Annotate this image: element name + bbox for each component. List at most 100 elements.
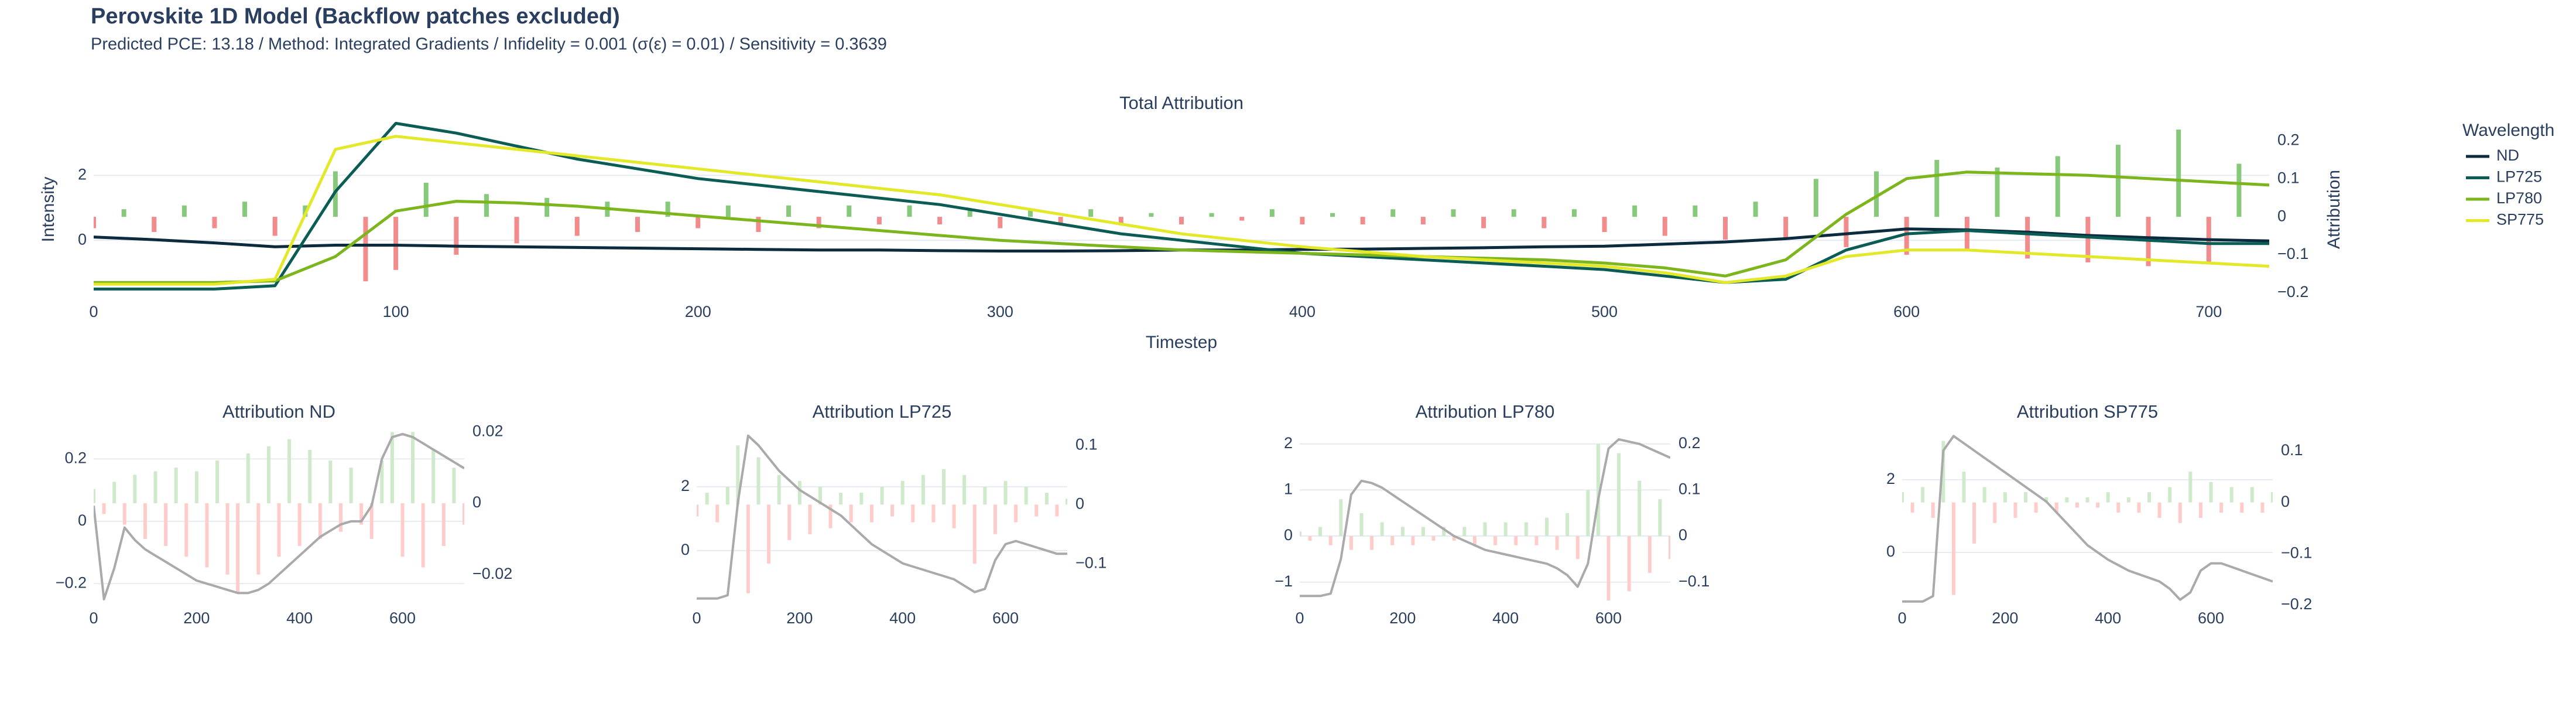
attribution-bar — [236, 503, 240, 593]
attribution-bar — [359, 503, 364, 525]
attribution-bar — [349, 467, 353, 504]
attribution-bar — [2178, 502, 2182, 523]
attribution-bar — [133, 475, 137, 504]
attribution-bar — [2106, 492, 2110, 503]
attribution-bar — [1993, 502, 1997, 523]
attribution-bar — [1723, 217, 1728, 240]
attribution-bar — [2034, 502, 2038, 513]
attribution-bar — [777, 475, 781, 505]
y-tick-label: 2 — [78, 165, 87, 183]
attribution-bar — [839, 493, 843, 505]
attribution-bar — [2024, 492, 2027, 503]
x-tick-label: 600 — [1595, 609, 1622, 627]
attribution-bar — [266, 446, 270, 504]
attribution-bar — [1627, 536, 1631, 592]
attribution-bar — [746, 504, 750, 593]
plot-area — [1902, 435, 2273, 603]
series-line — [94, 170, 2269, 284]
attribution-bar — [705, 493, 709, 505]
attribution-bar — [1783, 217, 1789, 240]
attribution-bar — [756, 457, 761, 505]
attribution-bar — [1179, 217, 1184, 225]
attribution-bar — [797, 480, 801, 505]
attribution-bar — [277, 503, 281, 557]
attribution-bar — [1934, 159, 1940, 217]
attribution-bar — [911, 504, 915, 523]
x-tick-label: 200 — [1992, 609, 2018, 627]
attribution-bar — [287, 439, 292, 504]
x-tick-label: 0 — [89, 303, 98, 320]
attribution-bar — [2115, 145, 2121, 217]
attribution-bar — [2147, 492, 2151, 503]
attribution-bar — [1483, 522, 1487, 537]
y2-tick-label: −0.1 — [2277, 245, 2308, 262]
attribution-bar — [931, 504, 936, 523]
attribution-bar — [1088, 209, 1094, 217]
attribution-bar — [1149, 213, 1154, 217]
attribution-bar — [1027, 209, 1033, 217]
attribution-bar — [1411, 536, 1415, 545]
subplot: Attribution SP775 0 2 −0.2 −0.1 0 0.1 0 200 400 60… — [1886, 401, 2312, 627]
attribution-bar — [816, 217, 821, 228]
attribution-bar — [1308, 536, 1312, 541]
attribution-bar — [2013, 502, 2017, 518]
attribution-bar — [725, 205, 731, 217]
attribution-bar — [1596, 443, 1600, 537]
attribution-bar — [1982, 487, 1986, 503]
attribution-bar — [205, 503, 209, 568]
attribution-bar — [1606, 536, 1611, 601]
attribution-bar — [1951, 502, 1955, 595]
attribution-bar — [1874, 171, 1879, 217]
attribution-bar — [808, 504, 812, 534]
attribution-bar — [1669, 536, 1670, 559]
attribution-bar — [1662, 217, 1667, 236]
attribution-bar — [696, 217, 701, 228]
y2-tick-label: 0.2 — [2277, 131, 2300, 149]
attribution-bar — [184, 503, 189, 557]
attribution-bar — [1921, 487, 1925, 503]
attribution-bar — [1472, 536, 1477, 545]
attribution-bar — [849, 504, 853, 523]
attribution-bar — [225, 503, 229, 575]
y-tick-label: 1 — [1284, 480, 1293, 498]
x-tick-label: 0 — [89, 609, 98, 627]
attribution-bar — [1904, 217, 1909, 255]
x-tick-label: 200 — [1389, 609, 1416, 627]
attribution-bar — [1058, 217, 1063, 225]
attribution-bar — [767, 504, 771, 564]
attribution-bar — [2075, 502, 2079, 508]
page-subtitle: Predicted PCE: 13.18 / Method: Integrate… — [91, 35, 887, 54]
attribution-bar — [818, 486, 822, 505]
y2-tick-label: 0.1 — [1075, 435, 1098, 453]
y2-tick-label: 0 — [472, 493, 481, 511]
attribution-bar — [153, 471, 157, 504]
attribution-bar — [297, 503, 302, 547]
chart-title: Attribution LP780 — [1416, 401, 1555, 422]
attribution-bar — [2096, 502, 2100, 508]
attribution-bar — [983, 486, 987, 505]
attribution-bar — [1658, 499, 1662, 537]
attribution-bar — [369, 503, 374, 539]
y2-tick-label: 0 — [2277, 207, 2286, 224]
x-tick-label: 400 — [1289, 303, 1316, 320]
attribution-bar — [665, 202, 670, 217]
y2-tick-label: 0.1 — [1678, 480, 1701, 498]
attribution-bar — [2116, 502, 2121, 513]
y-tick-label: 0 — [1284, 526, 1293, 544]
attribution-bar — [1055, 504, 1059, 517]
x-tick-label: 0 — [692, 609, 701, 627]
attribution-bar — [952, 504, 956, 528]
attribution-bar — [421, 503, 425, 568]
chart-title: Attribution ND — [222, 401, 335, 422]
x-tick-label: 0 — [1295, 609, 1304, 627]
series-line — [1300, 438, 1670, 598]
attribution-bar — [1602, 217, 1607, 233]
attribution-bar — [1300, 217, 1305, 225]
attribution-bar — [121, 209, 126, 217]
attribution-bar — [1269, 209, 1275, 217]
attribution-bar — [2260, 502, 2265, 513]
y-tick-label: −1 — [1275, 572, 1293, 590]
y2-tick-label: −0.02 — [472, 565, 512, 582]
attribution-bar — [174, 467, 178, 504]
